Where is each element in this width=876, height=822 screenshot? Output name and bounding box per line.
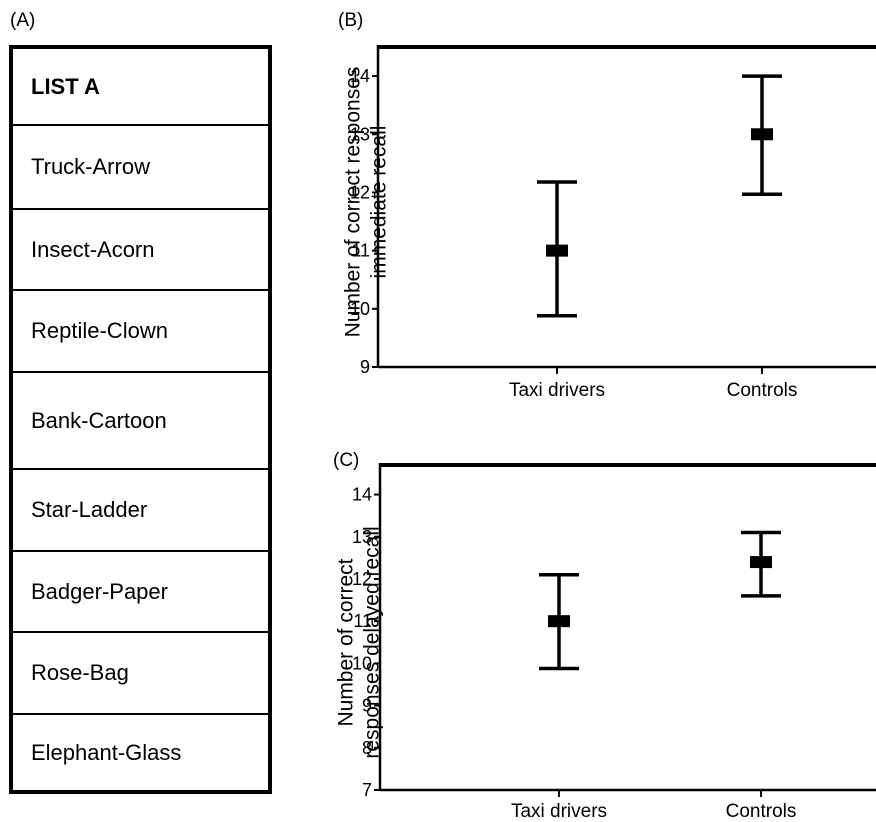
y-tick-label: 14 — [350, 66, 370, 86]
mean-marker — [751, 128, 773, 141]
list-item: Truck-Arrow — [13, 126, 268, 210]
list-a-table: LIST A Truck-Arrow Insect-Acorn Reptile-… — [9, 45, 272, 794]
y-tick-label: 9 — [360, 357, 370, 377]
x-tick-label: Controls — [727, 380, 798, 401]
panel-a-label: (A) — [10, 10, 36, 31]
y-axis-title: immediate recall — [367, 126, 390, 279]
y-tick-label: 10 — [350, 299, 370, 319]
mean-marker — [546, 244, 568, 257]
x-tick-label: Taxi drivers — [509, 380, 605, 401]
y-tick-label: 13 — [350, 124, 370, 144]
list-title: LIST A — [13, 49, 268, 126]
y-tick-label: 12 — [350, 182, 370, 202]
list-item: Elephant-Glass — [31, 739, 182, 765]
list-item: Rose-Bag — [13, 633, 268, 715]
panel-b-label: (B) — [338, 10, 364, 31]
list-item: Bank-Cartoon — [13, 373, 268, 470]
list-item: Star-Ladder — [13, 470, 268, 552]
panel-c-label: (C) — [333, 450, 360, 471]
list-item: Badger-Paper — [13, 552, 268, 633]
y-tick-label: 11 — [351, 241, 370, 261]
y-axis-title: Number of correct responses — [341, 67, 364, 338]
list-item: Insect-Acorn — [13, 210, 268, 291]
list-item: Reptile-Clown — [13, 291, 268, 373]
